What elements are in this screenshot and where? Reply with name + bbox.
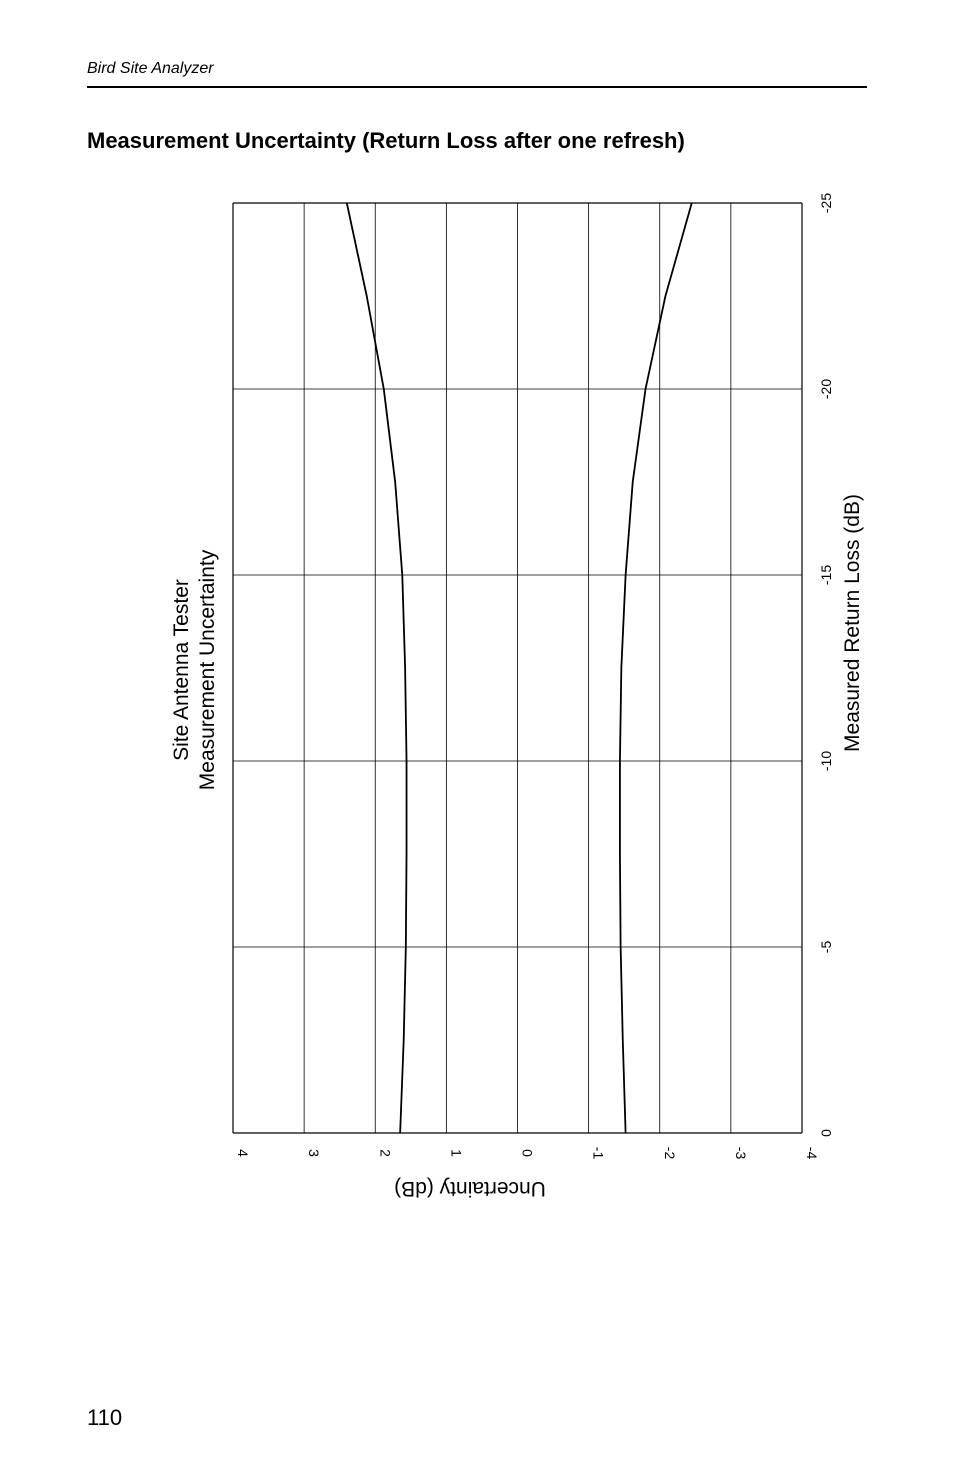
x-tick-label: -10	[818, 751, 834, 771]
section-title: Measurement Uncertainty (Return Loss aft…	[87, 128, 685, 153]
chart-ticks: 4 3 2 1 0 -1 -2 -3 -4 0 -5 -10 -15 -20 -25	[235, 193, 834, 1160]
x-tick-label: -15	[818, 565, 834, 585]
y-tick-label: 3	[306, 1149, 322, 1157]
header-rule	[87, 86, 867, 88]
running-header: Bird Site Analyzer	[87, 60, 214, 77]
y-axis-label: Uncertainty (dB)	[394, 1177, 546, 1200]
x-tick-label: 0	[818, 1129, 834, 1137]
y-tick-label: 2	[377, 1149, 393, 1157]
x-tick-label: -25	[818, 193, 834, 213]
y-tick-label: -1	[591, 1147, 607, 1160]
chart-title-line: Site Antenna Tester	[170, 579, 193, 761]
y-tick-label: -4	[804, 1147, 820, 1160]
y-tick-label: -3	[733, 1147, 749, 1160]
x-axis-label: Measured Return Loss (dB)	[841, 494, 864, 752]
chart-labels: Site Antenna Tester Measurement Uncertain…	[170, 494, 864, 1200]
page-number: 110	[87, 1405, 123, 1430]
y-tick-label: 1	[448, 1149, 464, 1157]
x-tick-label: -20	[818, 379, 834, 399]
x-tick-label: -5	[818, 941, 834, 954]
y-tick-label: 0	[520, 1149, 536, 1157]
chart-grid	[232, 202, 803, 1134]
series-line-upper-bound	[345, 202, 408, 1134]
y-tick-label: -2	[662, 1147, 678, 1160]
chart-title-line: Measurement Uncertainty	[196, 549, 219, 790]
series-line-lower-bound	[619, 202, 693, 1134]
chart-series	[345, 202, 693, 1134]
y-tick-label: 4	[235, 1149, 251, 1157]
